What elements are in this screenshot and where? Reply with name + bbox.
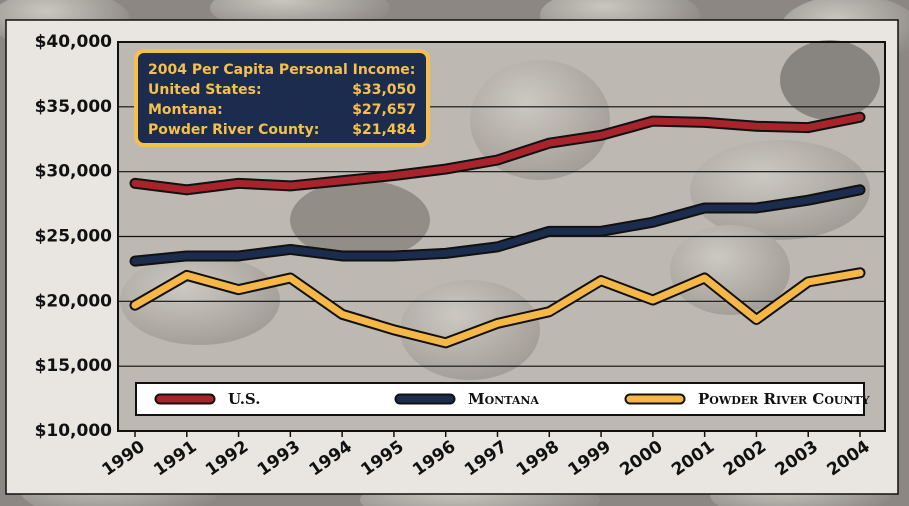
y-tick-label: $10,000 (35, 421, 113, 441)
line (131, 186, 864, 265)
plot-frame (117, 41, 886, 432)
y-tick-label: $15,000 (35, 356, 113, 376)
annotation-value: $27,657 (352, 102, 416, 118)
legend-box (135, 382, 865, 416)
annotation-title: 2004 Per Capita Personal Income: (148, 62, 415, 78)
annotation-label: Montana: (148, 102, 223, 118)
legend-label: Montana (468, 390, 539, 408)
annotation-value: $21,484 (352, 122, 416, 138)
legend-label: U.S. (228, 390, 260, 408)
annotation-label: Powder River County: (148, 122, 319, 138)
y-tick-label: $30,000 (35, 162, 113, 182)
y-tick-label: $25,000 (35, 227, 113, 247)
annotation-label: United States: (148, 82, 262, 98)
y-tick-label: $20,000 (35, 291, 113, 311)
y-tick-label: $35,000 (35, 97, 113, 117)
legend-label: Powder River County (698, 390, 870, 408)
line (131, 269, 864, 347)
y-tick-label: $40,000 (35, 32, 113, 52)
annotation: 2004 Per Capita Personal Income: (134, 49, 430, 147)
annotation-box (134, 49, 430, 147)
line (131, 113, 864, 194)
annotation-value: $33,050 (352, 82, 416, 98)
